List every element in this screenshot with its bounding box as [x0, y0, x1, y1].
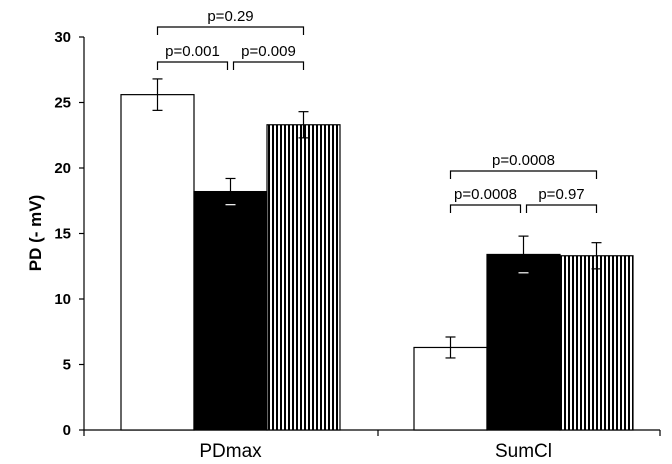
bars — [120, 94, 634, 431]
bar — [413, 346, 488, 431]
p-value-label: p=0.29 — [207, 8, 253, 25]
significance-bracket — [525, 204, 598, 213]
significance-brackets: p=0.001 p=0.009 p=0.29 p=0.0008 p=0.97 p=0.00… — [156, 8, 598, 213]
significance-bracket — [449, 204, 522, 213]
y-tick-label: 0 — [63, 422, 71, 439]
axes: 0 5 10 15 20 25 30 PDmax SumCl — [54, 29, 661, 462]
p-value-label: p=0.009 — [241, 43, 296, 60]
significance-bracket — [449, 170, 598, 179]
p-value-label: p=0.0008 — [454, 186, 517, 203]
y-tick-label: 10 — [54, 291, 71, 308]
bar — [486, 253, 561, 431]
error-bars — [152, 78, 602, 359]
bar — [120, 94, 195, 431]
p-value-label: p=0.97 — [538, 186, 584, 203]
p-value-label: p=0.001 — [165, 43, 220, 60]
y-tick-label: 15 — [54, 226, 71, 243]
x-category-label: SumCl — [495, 441, 552, 462]
y-axis-label: PD (- mV) — [26, 195, 45, 272]
bar — [559, 255, 634, 431]
y-tick-label: 5 — [63, 357, 71, 374]
significance-bracket — [156, 61, 229, 70]
bar — [266, 124, 341, 431]
significance-bracket — [156, 26, 305, 35]
y-tick-label: 25 — [54, 95, 71, 112]
x-category-label: PDmax — [199, 441, 262, 462]
significance-bracket — [232, 61, 305, 70]
y-tick-label: 20 — [54, 160, 71, 177]
p-value-label: p=0.0008 — [492, 152, 555, 169]
bar — [193, 190, 268, 431]
y-tick-label: 30 — [54, 29, 71, 46]
